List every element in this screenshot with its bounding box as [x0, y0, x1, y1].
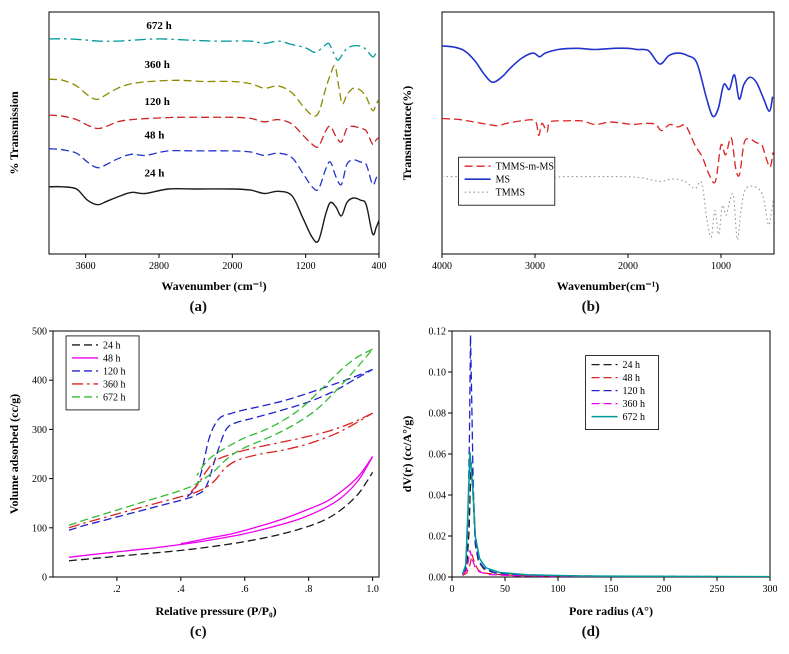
- series-120-h: [186, 368, 374, 498]
- series-360-h: [49, 64, 380, 117]
- x-tick-label: 250: [709, 584, 724, 595]
- curve-label: 120 h: [145, 96, 170, 108]
- curve-label: 48 h: [145, 130, 165, 142]
- y-tick-label: 100: [32, 523, 47, 534]
- x-tick-label: 200: [656, 584, 671, 595]
- series-group: [49, 38, 380, 243]
- y-axis-title: Volume adsorbed (cc/g): [7, 394, 21, 514]
- y-tick-label: 0.02: [428, 532, 446, 543]
- curve-label: 360 h: [145, 59, 170, 71]
- y-tick-label: 300: [32, 425, 47, 436]
- x-tick-label: 1000: [711, 261, 731, 272]
- panel-b-caption: (b): [581, 299, 600, 315]
- x-tick-label: 400: [372, 261, 387, 272]
- x-tick-label: 150: [603, 584, 618, 595]
- y-axis-title: dV(r) (cc/A°/g): [400, 416, 414, 492]
- x-axis-title: Relative pressure (P/P₀): [156, 604, 277, 618]
- legend-label: TMMS-m-MS: [495, 162, 553, 173]
- series-TMMS-m-MS: [441, 117, 774, 184]
- y-tick-label: 0.08: [428, 409, 446, 420]
- legend-label: 48 h: [622, 373, 640, 384]
- x-axis-title: Pore radius (A°): [569, 604, 653, 618]
- legend-label: 672 h: [103, 392, 126, 403]
- series-360-h: [461, 550, 770, 577]
- series-group: [441, 45, 774, 241]
- series-24-h: [69, 471, 374, 562]
- series-120-h: [69, 368, 374, 531]
- series-672-h: [196, 348, 374, 476]
- legend-label: TMMS: [495, 188, 524, 199]
- x-tick-label: 100: [550, 584, 565, 595]
- x-tick-label: .6: [241, 584, 249, 595]
- series-24-h: [49, 185, 380, 243]
- axis-frame: [441, 11, 775, 255]
- x-tick-label: 1200: [296, 261, 316, 272]
- series-672-h: [461, 451, 770, 577]
- curve-label: 672 h: [147, 20, 172, 32]
- series-48-h: [180, 456, 374, 545]
- panel-d-chart: 0 50 100 150 200 250 300 0.00 0.02 0.04 0.06 0.08 0.…: [400, 327, 778, 619]
- axis-frame: [48, 11, 380, 255]
- series-48-h: [49, 148, 380, 191]
- x-tick-label: .4: [177, 584, 185, 595]
- legend-label: 48 h: [103, 353, 121, 364]
- y-tick-label: 0.04: [428, 491, 446, 502]
- y-tick-label: 200: [32, 474, 47, 485]
- legend-label: 360 h: [622, 399, 645, 410]
- x-tick-label: 2000: [223, 261, 243, 272]
- y-tick-label: 0.10: [428, 368, 446, 379]
- y-tick-label: 400: [32, 376, 47, 387]
- x-tick-label: 4000: [432, 261, 452, 272]
- legend-box: [65, 335, 140, 411]
- y-axis-title: % Transmission: [7, 91, 21, 175]
- y-tick-label: 0: [42, 573, 47, 584]
- panel-a-caption: (a): [189, 299, 208, 315]
- legend-label: 24 h: [103, 340, 121, 351]
- y-tick-label: 0.12: [428, 327, 446, 338]
- y-tick-label: 500: [32, 327, 47, 338]
- series-360-h: [69, 412, 374, 529]
- y-axis-title: Transmittance(%): [400, 86, 414, 180]
- x-axis-title: Wavenumber (cm⁻¹): [162, 279, 267, 293]
- x-axis-title: Wavenumber(cm⁻¹): [556, 279, 659, 293]
- legend-label: 24 h: [622, 360, 640, 371]
- x-tick-label: 1.0: [367, 584, 380, 595]
- series-672-h: [49, 38, 380, 61]
- x-tick-label: 3000: [525, 261, 545, 272]
- panel-b: 4000 3000 2000 1000 Wavenumber(cm⁻¹) Transmit…: [395, 6, 788, 323]
- legend-label: 120 h: [622, 386, 645, 397]
- x-tick-label: .8: [305, 584, 313, 595]
- x-tick-label: 2800: [149, 261, 169, 272]
- series-120-h: [49, 114, 380, 148]
- panel-a: 3600 2800 2000 1200 400 Wavenumber (cm⁻¹) % Tr…: [2, 6, 395, 323]
- legend-label: 672 h: [622, 412, 645, 423]
- y-tick-label: 0.06: [428, 450, 446, 461]
- panel-d-caption: (d): [581, 624, 600, 640]
- x-tick-label: .2: [113, 584, 121, 595]
- panel-a-chart: 3600 2800 2000 1200 400 Wavenumber (cm⁻¹) % Tr…: [7, 11, 387, 293]
- legend-label: MS: [495, 175, 509, 186]
- x-tick-label: 50: [500, 584, 510, 595]
- x-tick-label: 300: [762, 584, 777, 595]
- series-MS: [441, 45, 774, 118]
- series-group: [461, 335, 770, 577]
- series-672-h: [69, 348, 374, 526]
- panel-c-chart: .2 .4 .6 .8 1.0 0 100 200 300 400 500 Relative pres…: [7, 327, 380, 618]
- panel-d: 0 50 100 150 200 250 300 0.00 0.02 0.04 0.06 0.08 0.…: [395, 323, 788, 648]
- series-48-h: [69, 456, 374, 558]
- panel-c: .2 .4 .6 .8 1.0 0 100 200 300 400 500 Relative pres…: [2, 323, 395, 648]
- panel-b-chart: 4000 3000 2000 1000 Wavenumber(cm⁻¹) Transmit…: [400, 11, 775, 293]
- x-tick-label: 2000: [618, 261, 638, 272]
- legend-label: 360 h: [103, 379, 126, 390]
- series-group: [69, 348, 374, 562]
- x-tick-label: 0: [449, 584, 454, 595]
- y-tick-label: 0.00: [428, 573, 446, 584]
- legend-label: 120 h: [103, 366, 126, 377]
- panel-c-caption: (c): [189, 624, 207, 640]
- legend-box: [457, 156, 555, 206]
- curve-label: 24 h: [145, 168, 165, 180]
- x-tick-label: 3600: [76, 261, 96, 272]
